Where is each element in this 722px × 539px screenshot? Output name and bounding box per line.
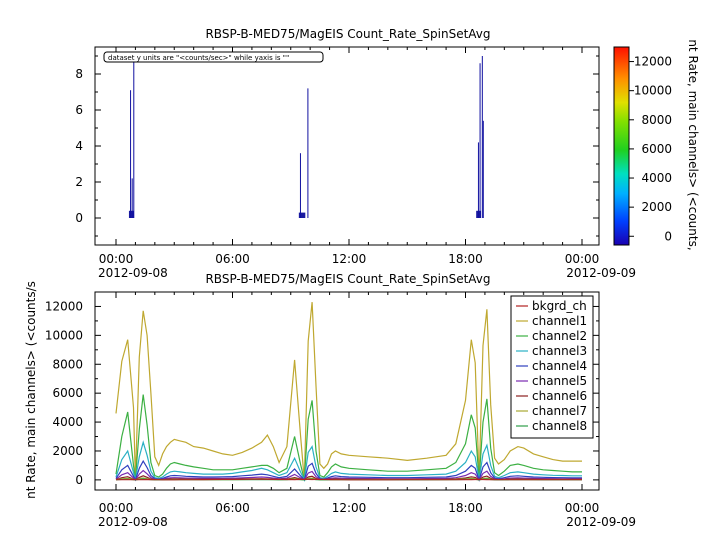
bottom-chart: RBSP-B-MED75/MagEIS Count_Rate_SpinSetAv… — [24, 272, 636, 529]
bottom-plot-frame — [94, 291, 600, 491]
top-y-axis: 0 2 4 6 8 — [75, 55, 599, 237]
top-y-tick-label: 6 — [75, 103, 83, 117]
top-x-tick-label: 18:00 — [448, 252, 483, 266]
top-chart-title: RBSP-B-MED75/MagEIS Count_Rate_SpinSetAv… — [205, 27, 490, 41]
bottom-y-tick-label: 4000 — [52, 415, 83, 429]
top-x-tick-label: 00:00 — [99, 252, 134, 266]
bottom-date-right: 2012-09-09 — [566, 515, 636, 529]
legend-label-channel7: channel7 — [532, 404, 587, 418]
series-line-bkgrd_ch — [116, 478, 582, 481]
series-line-channel1 — [115, 302, 582, 480]
top-x-tick-label: 06:00 — [215, 252, 250, 266]
legend-label-channel6: channel6 — [532, 389, 587, 403]
series-line-channel4 — [115, 459, 582, 482]
bottom-chart-title: RBSP-B-MED75/MagEIS Count_Rate_SpinSetAv… — [205, 272, 490, 286]
bottom-x-tick-label: 00:00 — [565, 501, 600, 515]
colorbar-gradient — [613, 46, 630, 246]
bottom-x-tick-label: 12:00 — [332, 501, 367, 515]
top-y-tick-label: 8 — [75, 67, 83, 81]
top-x-tick-label: 00:00 — [565, 252, 600, 266]
top-x-tick-label: 12:00 — [332, 252, 367, 266]
bottom-y-tick-label: 8000 — [52, 357, 83, 371]
bottom-date-left: 2012-09-08 — [98, 515, 168, 529]
bottom-x-tick-label: 18:00 — [448, 501, 483, 515]
top-data-cluster — [128, 210, 134, 218]
annotation-text: dataset y units are "<counts/sec>" while… — [108, 54, 289, 62]
legend-label-channel4: channel4 — [532, 359, 587, 373]
colorbar-tick-label: 4000 — [641, 171, 672, 185]
colorbar-label: nt Rate, main channels> (<counts, — [686, 39, 700, 250]
bottom-y-tick-label: 0 — [75, 473, 83, 487]
legend-label-channel3: channel3 — [532, 344, 587, 358]
series-line-channel3 — [115, 440, 582, 482]
legend-box — [510, 295, 594, 439]
colorbar-tick-label: 12000 — [634, 55, 672, 69]
colorbar-ticks: 0 2000 4000 6000 8000 10000 12000 — [629, 55, 672, 243]
bottom-y-tick-label: 2000 — [52, 444, 83, 458]
bottom-y-label: nt Rate, main channels> (<counts/s — [24, 281, 38, 499]
series-line-channel2 — [115, 394, 582, 481]
top-data-marks — [128, 56, 484, 218]
top-chart: RBSP-B-MED75/MagEIS Count_Rate_SpinSetAv… — [75, 27, 700, 280]
top-date-right: 2012-09-09 — [566, 266, 636, 280]
colorbar-tick-label: 6000 — [641, 142, 672, 156]
colorbar-tick-label: 8000 — [641, 113, 672, 127]
bottom-y-axis: 0 2000 4000 6000 8000 10000 12000 — [45, 299, 599, 487]
colorbar-tick-label: 10000 — [634, 84, 672, 98]
legend-label-channel2: channel2 — [532, 329, 587, 343]
top-data-cluster — [298, 212, 306, 218]
legend: bkgrd_chchannel1channel2channel3channel4… — [510, 295, 594, 439]
top-y-tick-label: 2 — [75, 175, 83, 189]
annotation-box: dataset y units are "<counts/sec>" while… — [103, 51, 324, 63]
bottom-x-axis: 00:00 06:00 12:00 18:00 00:00 — [99, 292, 600, 515]
legend-label-bkgrd_ch: bkgrd_ch — [532, 299, 587, 313]
legend-label-channel5: channel5 — [532, 374, 587, 388]
colorbar-tick-label: 0 — [664, 229, 672, 243]
bottom-x-tick-label: 06:00 — [215, 501, 250, 515]
legend-label-channel8: channel8 — [532, 419, 587, 433]
top-y-tick-label: 0 — [75, 211, 83, 225]
top-y-tick-label: 4 — [75, 139, 83, 153]
legend-label-channel1: channel1 — [532, 314, 587, 328]
bottom-y-tick-label: 10000 — [45, 328, 83, 342]
top-plot-frame — [94, 46, 600, 246]
top-x-axis: 00:00 06:00 12:00 18:00 00:00 — [99, 47, 600, 266]
bottom-x-tick-label: 00:00 — [99, 501, 134, 515]
bottom-y-tick-label: 12000 — [45, 299, 83, 313]
colorbar-tick-label: 2000 — [641, 200, 672, 214]
top-date-left: 2012-09-08 — [98, 266, 168, 280]
colorbar: 0 2000 4000 6000 8000 10000 12000 nt Rate, mai… — [613, 39, 700, 251]
bottom-y-tick-label: 6000 — [52, 386, 83, 400]
bottom-series-lines — [115, 302, 582, 482]
